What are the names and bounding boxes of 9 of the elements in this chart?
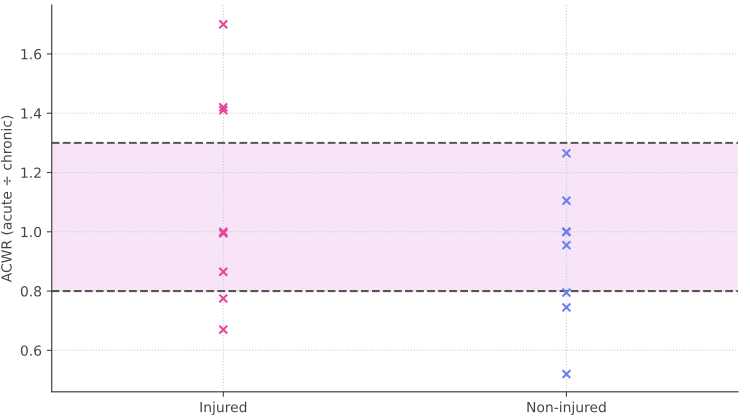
x-tick-label: Injured [200, 402, 246, 416]
y-tick-label: 1.0 [21, 226, 42, 238]
y-tick-label: 0.8 [20, 286, 42, 297]
y-tick-label: 1.6 [21, 48, 42, 60]
x-tick-label: Non-injured [527, 402, 606, 416]
y-tick-label: 1.4 [21, 108, 42, 119]
y-axis-title: ACWR (acute ÷ chronic) [0, 116, 14, 282]
y-tick-label: 1.2 [21, 167, 41, 178]
y-tick-label: 0.6 [20, 345, 42, 356]
